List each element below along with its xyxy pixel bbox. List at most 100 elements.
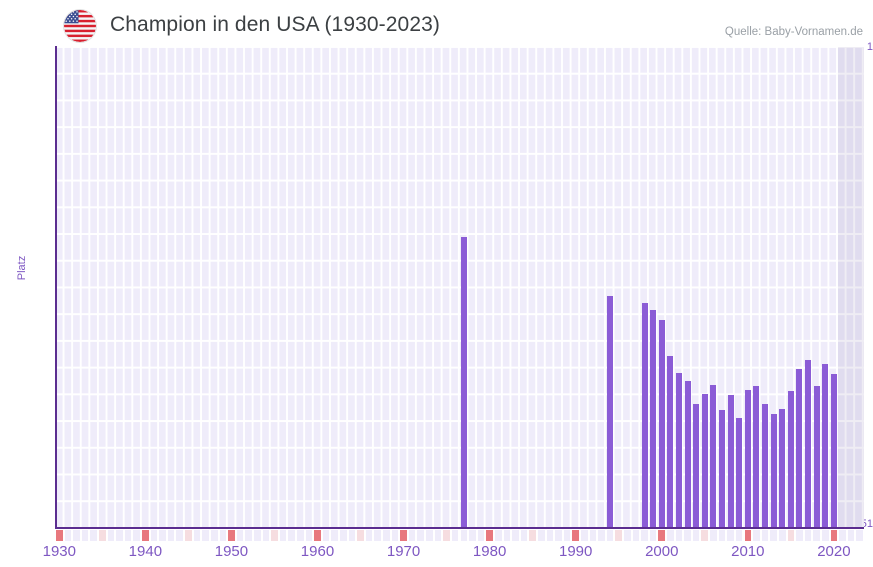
x-axis-label-1930: 1930 (42, 543, 76, 560)
bar-2020 (830, 374, 837, 528)
x-tick-marker-1994 (606, 530, 614, 541)
bar-2007 (718, 409, 725, 528)
bar-2015 (787, 391, 794, 528)
x-tick-marker-1997 (632, 530, 640, 541)
us-flag-icon (64, 10, 96, 42)
x-tick-marker-1967 (374, 530, 382, 541)
x-tick-marker-1980 (486, 530, 493, 541)
x-tick-marker-1971 (408, 530, 416, 541)
x-axis-label-1990: 1990 (558, 543, 593, 560)
x-tick-marker-1991 (580, 530, 588, 541)
x-tick-marker-2000 (658, 530, 666, 541)
x-tick-marker-2006 (710, 530, 717, 541)
plot-area (55, 47, 864, 528)
y-axis-line (55, 46, 57, 529)
x-tick-marker-1977 (460, 530, 468, 541)
x-tick-marker-1993 (598, 530, 605, 541)
bar-2002 (675, 372, 682, 528)
x-tick-marker-2021 (839, 530, 846, 541)
x-tick-marker-1961 (322, 530, 330, 541)
x-tick-marker-1948 (210, 530, 218, 541)
x-tick-marker-1940 (142, 530, 149, 541)
x-tick-marker-1933 (81, 530, 89, 541)
x-tick-marker-1992 (589, 530, 597, 541)
bar-2019 (822, 363, 829, 528)
x-tick-marker-2016 (796, 530, 803, 541)
x-tick-marker-1998 (641, 530, 648, 541)
x-tick-marker-1990 (572, 530, 579, 541)
x-tick-marker-1947 (202, 530, 209, 541)
x-tick-marker-1985 (529, 530, 536, 541)
x-tick-marker-2018 (813, 530, 820, 541)
bar-1998 (641, 303, 648, 528)
y-axis-title: Platz (16, 255, 28, 281)
bar-2012 (762, 403, 769, 528)
x-tick-marker-1968 (383, 530, 390, 541)
x-tick-marker-1979 (477, 530, 485, 541)
x-tick-marker-1930 (56, 530, 63, 541)
x-tick-marker-2014 (778, 530, 786, 541)
x-tick-marker-2008 (727, 530, 734, 541)
x-axis-label-2000: 2000 (645, 543, 679, 560)
x-tick-marker-1931 (64, 530, 72, 541)
x-tick-marker-1999 (649, 530, 657, 541)
x-tick-marker-1963 (340, 530, 347, 541)
x-tick-marker-2020 (830, 530, 838, 541)
x-tick-marker-1986 (537, 530, 545, 541)
x-tick-marker-2017 (804, 530, 812, 541)
x-tick-marker-1937 (116, 530, 123, 541)
source-attribution: Quelle: Baby-Vornamen.de (724, 26, 863, 38)
x-tick-marker-1987 (546, 530, 554, 541)
x-axis-tick-strip (55, 530, 864, 541)
x-tick-marker-1943 (167, 530, 175, 541)
bar-2003 (684, 381, 691, 528)
x-tick-marker-1962 (331, 530, 338, 541)
x-tick-marker-1945 (185, 530, 192, 541)
x-tick-marker-1952 (245, 530, 252, 541)
x-tick-marker-1955 (271, 530, 278, 541)
x-tick-marker-1949 (219, 530, 227, 541)
bar-2009 (736, 417, 743, 528)
x-tick-marker-2003 (684, 530, 691, 541)
x-tick-marker-2019 (821, 530, 829, 541)
x-tick-marker-1953 (253, 530, 261, 541)
x-tick-marker-1965 (357, 530, 364, 541)
bar-2013 (770, 414, 777, 528)
x-tick-marker-1973 (426, 530, 433, 541)
bar-1977 (460, 237, 467, 528)
x-axis-label-1980: 1980 (472, 543, 507, 560)
x-tick-marker-1964 (348, 530, 356, 541)
bar-2004 (693, 403, 700, 528)
x-tick-marker-1950 (228, 530, 235, 541)
x-tick-marker-2001 (667, 530, 674, 541)
x-tick-marker-1942 (159, 530, 166, 541)
x-tick-marker-1932 (73, 530, 80, 541)
bar-2001 (667, 355, 674, 528)
x-tick-marker-1996 (624, 530, 631, 541)
x-tick-marker-1938 (124, 530, 132, 541)
x-tick-marker-2022 (847, 530, 855, 541)
y-axis-tick-top: 1 (866, 41, 873, 53)
chart-title: Champion in den USA (1930-2023) (110, 13, 440, 36)
x-tick-marker-2015 (787, 530, 795, 541)
bar-2018 (813, 385, 820, 528)
x-tick-marker-1995 (615, 530, 622, 541)
bar-2011 (753, 385, 760, 528)
bar-2000 (658, 319, 665, 528)
x-tick-marker-2004 (692, 530, 700, 541)
x-tick-marker-1951 (236, 530, 244, 541)
x-tick-marker-2009 (735, 530, 743, 541)
x-tick-marker-1975 (443, 530, 450, 541)
x-tick-marker-1957 (288, 530, 295, 541)
x-tick-marker-1988 (555, 530, 562, 541)
x-axis-line (55, 527, 864, 529)
x-tick-marker-2023 (856, 530, 863, 541)
x-tick-marker-1960 (314, 530, 321, 541)
bar-series (55, 47, 864, 528)
x-tick-marker-2011 (753, 530, 760, 541)
bar-2005 (701, 394, 708, 528)
x-tick-marker-2010 (744, 530, 752, 541)
x-tick-marker-1958 (296, 530, 304, 541)
x-tick-marker-1982 (503, 530, 511, 541)
